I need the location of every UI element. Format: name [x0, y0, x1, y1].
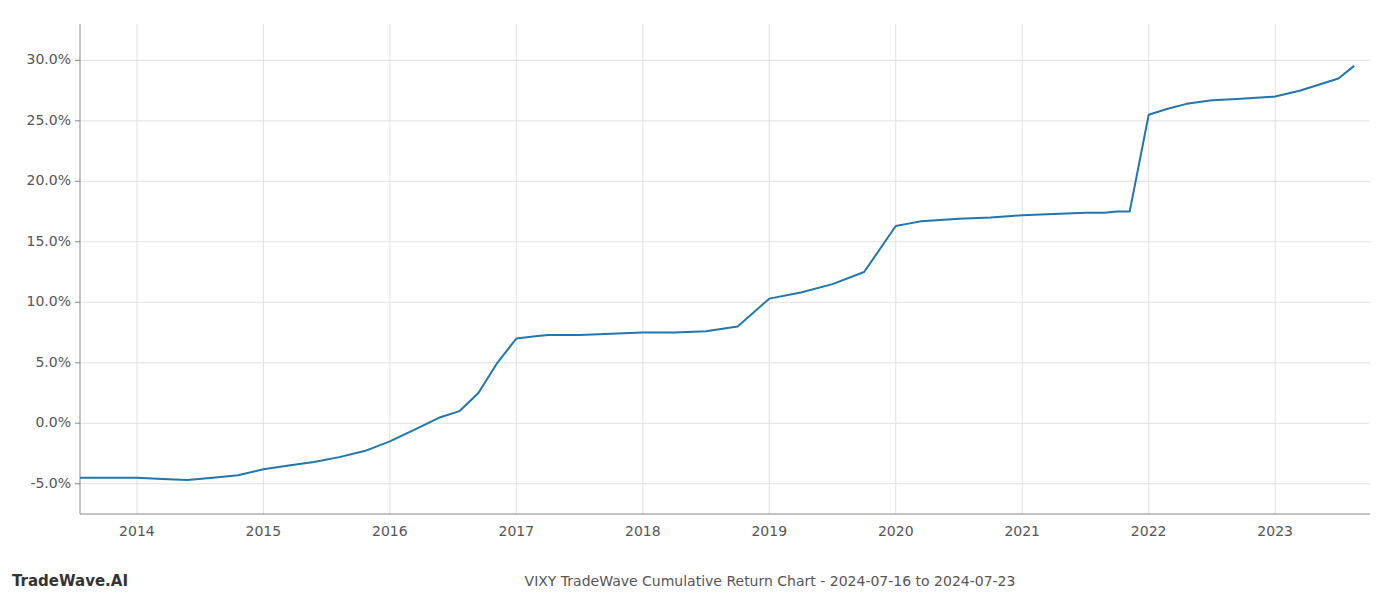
- x-grid-line: [516, 24, 517, 514]
- chart: -5.0% 0.0% 5.0% 10.0% 15.0% 20.0% 25.0% 30.0% 20…: [0, 0, 1400, 600]
- y-tick-label: 0.0%: [35, 414, 71, 430]
- x-tick-label: 2021: [1004, 523, 1040, 539]
- y-grid-line: [80, 483, 1370, 484]
- x-tick-label: 2016: [372, 523, 408, 539]
- y-tick-label: 10.0%: [27, 293, 71, 309]
- x-tick-label: 2017: [499, 523, 535, 539]
- x-tick-label: 2020: [878, 523, 914, 539]
- watermark: TradeWave.AI: [12, 572, 128, 590]
- y-tick: [75, 120, 80, 121]
- x-grid-line: [1022, 24, 1023, 514]
- x-tick-label: 2023: [1257, 523, 1293, 539]
- x-grid-line: [895, 24, 896, 514]
- x-axis-line: [80, 514, 1370, 515]
- y-grid-line: [80, 362, 1370, 363]
- y-tick: [75, 483, 80, 484]
- y-tick-label: 15.0%: [27, 233, 71, 249]
- y-grid-line: [80, 181, 1370, 182]
- x-tick-label: 2014: [119, 523, 155, 539]
- x-grid-line: [263, 24, 264, 514]
- y-tick: [75, 60, 80, 61]
- y-grid-line: [80, 60, 1370, 61]
- y-tick: [75, 423, 80, 424]
- x-grid-line: [642, 24, 643, 514]
- grid: [80, 24, 1370, 514]
- line: [80, 66, 1354, 480]
- y-tick-label: 20.0%: [27, 172, 71, 188]
- y-tick-label: 30.0%: [27, 51, 71, 67]
- x-tick-label: 2022: [1131, 523, 1167, 539]
- y-tick: [75, 241, 80, 242]
- y-tick-label: 5.0%: [35, 354, 71, 370]
- y-tick: [75, 181, 80, 182]
- y-tick: [75, 362, 80, 363]
- x-tick-label: 2019: [751, 523, 787, 539]
- y-tick-label: -5.0%: [30, 475, 71, 491]
- y-axis-line: [80, 24, 81, 514]
- data-layer: [80, 66, 1354, 480]
- y-tick-label: 25.0%: [27, 112, 71, 128]
- x-grid-line: [1148, 24, 1149, 514]
- y-grid-line: [80, 423, 1370, 424]
- x-grid-line: [136, 24, 137, 514]
- y-grid-line: [80, 302, 1370, 303]
- title: VIXY TradeWave Cumulative Return Chart -…: [525, 573, 1016, 589]
- y-grid-line: [80, 241, 1370, 242]
- x-grid-line: [769, 24, 770, 514]
- axes: -5.0% 0.0% 5.0% 10.0% 15.0% 20.0% 25.0% 30.0% 20…: [27, 24, 1370, 539]
- y-grid-line: [80, 120, 1370, 121]
- y-tick: [75, 302, 80, 303]
- x-tick-label: 2015: [246, 523, 282, 539]
- x-tick-label: 2018: [625, 523, 661, 539]
